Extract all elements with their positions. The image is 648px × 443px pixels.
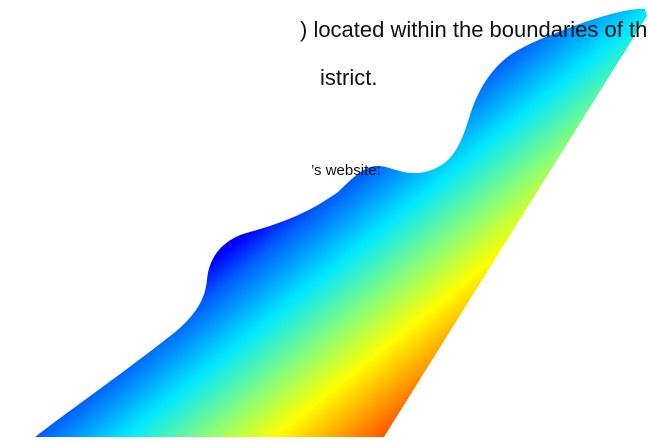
text-line: istrict. xyxy=(320,65,378,90)
text-line: ’s website: xyxy=(311,162,381,179)
text-line: ) located within the boundaries of the xyxy=(300,17,648,42)
colored-surface xyxy=(35,8,647,438)
